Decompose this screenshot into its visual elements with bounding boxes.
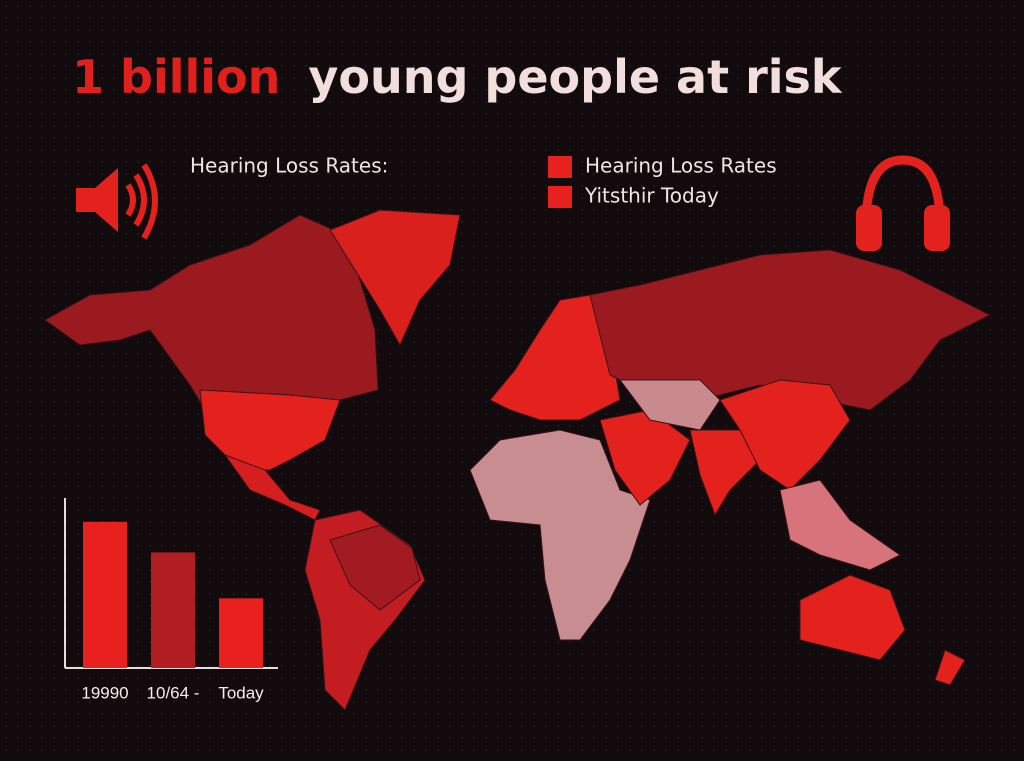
legend: Hearing Loss Rates Yitsthir Today <box>548 154 777 208</box>
legend-swatch <box>548 156 572 178</box>
bar-chart: 19990 10/64 - Today <box>64 498 278 702</box>
speaker-icon <box>76 163 158 240</box>
title-highlight: 1 billion <box>72 50 280 104</box>
x-tick-label: Today <box>218 683 264 702</box>
legend-label: Yitsthir Today <box>584 184 719 208</box>
x-tick-label: 19990 <box>81 683 128 702</box>
central-asia <box>619 379 721 431</box>
bar <box>83 521 127 668</box>
bar <box>151 552 195 668</box>
africa <box>469 429 651 641</box>
title-rest: young people at risk <box>308 50 843 104</box>
usa <box>199 389 341 471</box>
x-tick-label: 10/64 - <box>147 683 200 702</box>
southeast-asia <box>779 479 901 571</box>
bar <box>219 598 263 668</box>
legend-swatch <box>548 186 572 208</box>
new-zealand <box>934 649 966 686</box>
legend-heading: Hearing Loss Rates: <box>190 154 388 178</box>
title: 1 billion young people at risk <box>72 50 843 104</box>
china <box>719 379 851 491</box>
north-america <box>44 214 379 411</box>
world-map <box>44 209 992 711</box>
brazil <box>329 524 421 611</box>
legend-label: Hearing Loss Rates <box>585 154 777 178</box>
headphones-icon <box>856 155 950 251</box>
greenland <box>329 209 461 347</box>
australia <box>799 574 906 661</box>
central-america <box>223 453 321 521</box>
